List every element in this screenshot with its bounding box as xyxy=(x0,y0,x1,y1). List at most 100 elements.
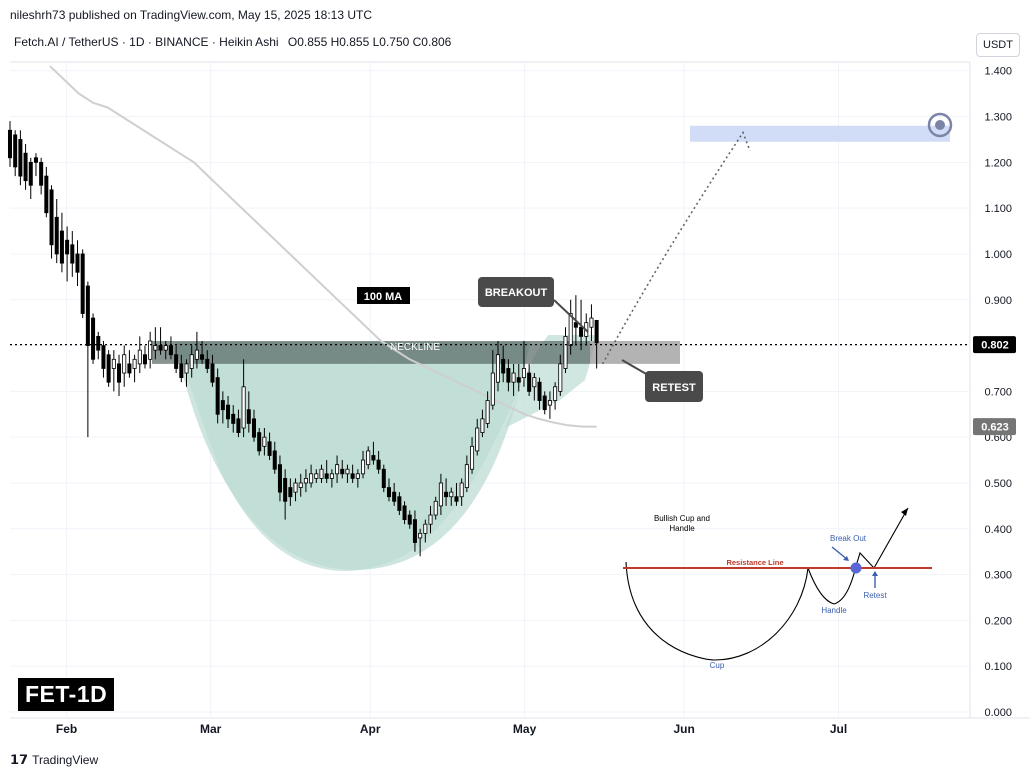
tradingview-logo-icon: 𝟭𝟳 xyxy=(10,752,29,767)
candle-body xyxy=(246,409,251,424)
inset-title-line2: Handle xyxy=(669,524,695,533)
candle-body xyxy=(142,354,147,365)
candle-body xyxy=(18,139,23,177)
last-price-value: 0.802 xyxy=(981,340,1009,352)
inset-resistance-label: Resistance Line xyxy=(726,558,783,567)
time-tick-label: Jul xyxy=(830,722,847,736)
symbol-info[interactable]: Fetch.AI / TetherUS · 1D · BINANCE · Hei… xyxy=(14,35,451,49)
candle-body xyxy=(283,477,288,502)
candle-body xyxy=(366,450,371,466)
candle-body xyxy=(210,363,215,383)
candle-body xyxy=(361,459,366,475)
candle-body xyxy=(547,400,552,406)
candles xyxy=(7,121,599,557)
candle-body xyxy=(174,354,179,369)
time-tick-label: May xyxy=(513,722,537,736)
candle-body xyxy=(454,496,459,502)
projection-path xyxy=(601,130,751,365)
retest-label: RETEST xyxy=(652,382,696,394)
time-axis[interactable]: Feb Mar Apr May Jun Jul xyxy=(56,722,847,736)
candle-body xyxy=(428,514,433,525)
candle-body xyxy=(117,363,122,383)
candle-body xyxy=(376,459,381,470)
breakout-pointer xyxy=(553,299,589,333)
inset-arrowhead xyxy=(901,508,908,516)
candle-body xyxy=(303,477,308,484)
candle-body xyxy=(272,450,277,470)
target-icon xyxy=(927,112,953,138)
ma-value: 0.623 xyxy=(981,422,1009,434)
candle-body xyxy=(470,445,475,470)
candle-body xyxy=(231,413,236,424)
candle-body xyxy=(568,313,573,346)
grid xyxy=(10,62,970,718)
ticker-label: FET-1D xyxy=(18,678,115,711)
candle-body xyxy=(59,230,64,264)
candle-body xyxy=(371,455,376,461)
price-tick-label: 1.300 xyxy=(984,112,1012,124)
candle-body xyxy=(521,368,526,379)
candle-body xyxy=(511,372,516,383)
cup-handle-diagram: Bullish Cup and Handle Resistance Line B… xyxy=(623,507,932,670)
candle-body xyxy=(464,464,469,488)
candle-body xyxy=(236,418,241,433)
candle-body xyxy=(75,253,80,273)
candle-body xyxy=(163,345,168,351)
tradingview-logo[interactable]: 𝟭𝟳 TradingView xyxy=(10,752,98,768)
inset-handle-label: Handle xyxy=(821,606,847,615)
candle-body xyxy=(39,161,44,186)
candle-body xyxy=(96,336,101,351)
price-axis[interactable]: 1.4001.3001.2001.1001.0000.9000.8000.700… xyxy=(984,66,1012,719)
candle-body xyxy=(558,363,563,392)
candle-body xyxy=(267,441,272,456)
candle-body xyxy=(423,523,428,534)
candle-body xyxy=(501,358,506,374)
candle-body xyxy=(226,404,231,420)
candle-body xyxy=(589,317,594,328)
candle-body xyxy=(127,363,132,374)
currency-button[interactable]: USDT xyxy=(976,33,1020,57)
candle-body xyxy=(65,239,70,255)
candle-body xyxy=(194,349,199,360)
price-tick-label: 0.100 xyxy=(984,661,1012,673)
candle-body xyxy=(444,491,449,498)
breakout-label: BREAKOUT xyxy=(485,287,548,299)
candle-body xyxy=(54,216,59,255)
ma-label: 100 MA xyxy=(364,291,403,303)
price-tick-label: 1.400 xyxy=(984,66,1012,78)
price-tick-label: 0.200 xyxy=(984,615,1012,627)
candle-body xyxy=(7,129,13,159)
price-tick-label: 0.600 xyxy=(984,432,1012,444)
candle-body xyxy=(563,336,568,369)
price-tick-label: 0.400 xyxy=(984,524,1012,536)
candle-body xyxy=(553,386,558,401)
inset-cup-label: Cup xyxy=(710,661,725,670)
candle-body xyxy=(33,157,38,163)
last-price-badge xyxy=(973,336,1016,354)
candle-body xyxy=(324,473,329,479)
symbol-name[interactable]: Fetch.AI / TetherUS · 1D · BINANCE · Hei… xyxy=(14,35,279,49)
cup-body xyxy=(175,342,530,570)
candle-body xyxy=(397,496,402,511)
price-tick-label: 0.300 xyxy=(984,570,1012,582)
candle-body xyxy=(407,514,412,525)
inset-title-line1: Bullish Cup and xyxy=(654,514,710,523)
candle-body xyxy=(101,345,106,369)
candle-body xyxy=(319,468,324,479)
ma-label-box xyxy=(357,287,410,304)
candle-body xyxy=(506,368,511,383)
candle-body xyxy=(148,340,153,360)
price-tick-label: 0.500 xyxy=(984,478,1012,490)
neckline-label: NECKLINE xyxy=(390,342,440,353)
breakout-callout xyxy=(478,277,554,307)
candle-body xyxy=(392,491,397,502)
candle-body xyxy=(200,354,205,360)
publish-info: nileshrh73 published on TradingView.com,… xyxy=(10,8,372,22)
candle-body xyxy=(153,345,158,351)
candle-body xyxy=(85,285,90,346)
ma-path xyxy=(49,65,597,428)
candle-body xyxy=(355,473,360,479)
inset-retest-label: Retest xyxy=(863,591,887,600)
price-tick-label: 1.100 xyxy=(984,203,1012,215)
